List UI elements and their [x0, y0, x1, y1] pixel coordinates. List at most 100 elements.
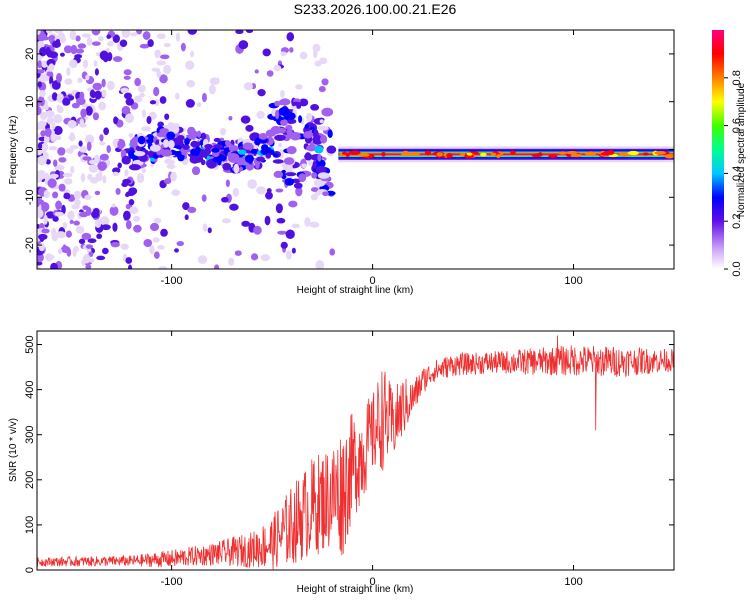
heatmap-scatter-point	[74, 54, 83, 59]
heatmap-scatter-point	[53, 125, 63, 135]
heatmap-scatter-point	[154, 49, 161, 59]
heatmap-scatter-point	[99, 134, 104, 142]
heatmap-band-point	[317, 153, 322, 162]
heatmap-band-point	[204, 143, 213, 149]
stable-frequency-line	[338, 153, 674, 156]
heatmap-scatter-point	[63, 45, 73, 54]
stable-line-highlight	[490, 152, 497, 156]
heatmap-scatter-point	[288, 200, 298, 208]
heatmap-scatter-point	[136, 173, 145, 184]
heatmap-scatter-point	[37, 33, 47, 41]
heatmap-band-point	[237, 149, 247, 155]
colorbar-axis: 0.0 0.2 0.4 0.6 0.8	[724, 70, 743, 277]
heatmap-scatter-point	[137, 84, 146, 93]
heatmap-scatter-point	[264, 215, 271, 226]
snr-frame	[36, 330, 675, 571]
heatmap-scatter-point	[275, 203, 283, 214]
heatmap-scatter-point	[86, 37, 93, 46]
heatmap-scatter-point	[209, 77, 219, 86]
heatmap-scatter-point	[40, 130, 46, 137]
heatmap-scatter-point	[250, 253, 259, 261]
heatmap-scatter-point	[123, 75, 131, 80]
heatmap-scatter-point	[136, 30, 143, 35]
heatmap-scatter-point	[128, 199, 135, 206]
heatmap-scatter-point	[109, 205, 119, 216]
heatmap-scatter-point	[174, 248, 179, 253]
y-tick-label: -20	[24, 237, 36, 253]
heatmap-scatter-point	[85, 264, 92, 269]
colorbar-tick-label: 0.0	[731, 261, 743, 276]
heatmap-scatter-point	[86, 141, 92, 152]
heatmap-band-point	[314, 145, 324, 154]
heatmap-scatter-point	[149, 245, 155, 255]
heatmap-scatter-point	[43, 135, 50, 144]
heatmap-scatter-point	[51, 231, 59, 242]
stable-line-highlight	[446, 152, 453, 158]
heatmap-scatter-point	[134, 77, 141, 87]
heatmap-band-point	[285, 172, 297, 177]
snr-xlabel: Height of straight line (km)	[297, 584, 414, 595]
heatmap-band-point	[128, 149, 137, 159]
heatmap-scatter-point	[45, 211, 56, 219]
heatmap-scatter-point	[85, 105, 93, 116]
heatmap-band-point	[326, 145, 337, 154]
heatmap-scatter-point	[111, 203, 116, 208]
heatmap-band-point	[304, 153, 313, 161]
heatmap-band-point	[190, 148, 197, 156]
heatmap-scatter-point	[85, 134, 95, 145]
heatmap-band-point	[310, 104, 320, 111]
heatmap-scatter-point	[59, 36, 67, 44]
heatmap-scatter-point	[160, 228, 168, 237]
heatmap-band-point	[279, 98, 291, 106]
heatmap-scatter-point	[170, 171, 177, 182]
heatmap-band-point	[265, 129, 276, 136]
heatmap-scatter-point	[156, 70, 162, 79]
heatmap-scatter-point	[150, 222, 160, 232]
heatmap-scatter-point	[285, 250, 292, 260]
heatmap-band-point	[312, 129, 319, 139]
heatmap-band-point	[273, 170, 284, 179]
heatmap-scatter-point	[310, 193, 318, 201]
heatmap-band-point	[315, 165, 327, 174]
heatmap-scatter-point	[37, 69, 45, 74]
heatmap-scatter-point	[257, 89, 266, 97]
y-tick-label: 20	[24, 48, 36, 60]
heatmap-scatter-point	[241, 220, 251, 227]
heatmap-scatter-point	[45, 254, 55, 260]
heatmap-scatter-point	[79, 145, 87, 153]
heatmap-scatter-point	[108, 83, 114, 90]
heatmap-scatter-point	[238, 40, 249, 50]
heatmap-scatter-point	[152, 237, 160, 243]
heatmap-scatter-point	[295, 84, 303, 90]
heatmap-scatter-point	[127, 264, 133, 269]
heatmap-band-point	[244, 154, 254, 163]
heatmap-scatter-point	[117, 162, 122, 169]
heatmap-scatter-point	[46, 71, 52, 77]
heatmap-scatter-point	[156, 60, 167, 66]
heatmap-scatter-point	[221, 196, 229, 203]
stable-line-highlight	[424, 150, 432, 156]
heatmap-band-point	[321, 107, 334, 117]
heatmap-band-point	[301, 163, 307, 169]
heatmap-scatter-point	[98, 36, 104, 42]
heatmap-scatter-point	[71, 102, 80, 109]
heatmap-scatter-point	[79, 211, 89, 218]
heatmap-band-point	[184, 138, 190, 146]
heatmap-scatter-point	[174, 92, 180, 100]
heatmap-scatter-point	[184, 214, 189, 221]
heatmap-scatter-point	[65, 230, 72, 238]
heatmap-band-point	[211, 147, 220, 153]
heatmap-band-point	[228, 144, 239, 152]
heatmap-scatter-point	[96, 255, 106, 261]
heatmap-scatter-point	[318, 85, 326, 93]
y-tick-label: 500	[24, 335, 36, 353]
y-tick-label: 0	[24, 567, 36, 573]
heatmap-band-point	[156, 132, 166, 138]
heatmap-scatter-point	[106, 145, 111, 154]
colorbar-label: Normalized spectral amplitude	[736, 82, 747, 217]
heatmap-scatter-point	[304, 217, 311, 227]
heatmap-scatter-point	[54, 164, 65, 171]
heatmap-scatter-point	[166, 164, 176, 170]
colorbar-tick-label: 0.2	[731, 214, 743, 229]
heatmap-scatter-point	[120, 87, 129, 94]
